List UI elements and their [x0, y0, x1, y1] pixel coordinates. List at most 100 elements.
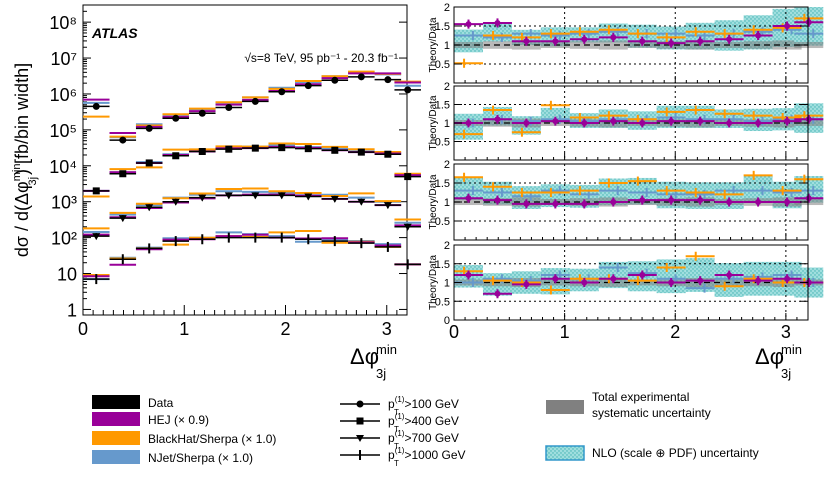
ratio-hej-marker: [494, 19, 501, 26]
data-point: [109, 168, 137, 178]
svg-text:p(1)>1000 GeV: p(1)>1000 GeV: [388, 446, 466, 462]
ratio-ytick-label: 2: [444, 240, 450, 252]
pt-sub-3: T: [394, 442, 399, 451]
main-xlabel: Δφ: [350, 344, 379, 369]
ratio-hej-marker: [697, 38, 704, 45]
pt-sup-2: (1): [395, 412, 405, 421]
marker-square: [384, 150, 392, 158]
pt-label-700: >700 GeV: [404, 431, 458, 445]
ratio-hej-marker: [465, 195, 472, 202]
data-point: [348, 238, 375, 249]
ratio-hej-marker: [610, 275, 617, 282]
ratio-hej-marker: [523, 281, 530, 288]
main-ytick-label: 10⁷: [50, 49, 77, 69]
legend-swatch-syst: [546, 400, 584, 414]
ratio-panel: 0.5 1 1.5 2 Theory/Data: [428, 81, 824, 161]
data-point: [242, 144, 269, 152]
ratio-hej-marker: [784, 275, 791, 282]
ratio-hej-marker: [552, 38, 559, 45]
syst-band: [627, 279, 657, 286]
legend-marker-square: [356, 417, 364, 425]
data-point: [321, 236, 349, 247]
data-point: [83, 187, 110, 198]
pt-prefix-3: p: [388, 431, 395, 445]
ratio-hej-marker: [494, 116, 501, 123]
legend-marker-triangle: [356, 435, 364, 442]
data-point: [162, 113, 190, 122]
pt-sub-4: T: [394, 459, 399, 468]
legend-swatch-blackhat: [92, 431, 140, 445]
data-point: [374, 241, 402, 252]
marker-square: [331, 146, 339, 154]
marker-triangle: [92, 233, 101, 241]
marker-square: [278, 144, 286, 152]
data-point: [83, 227, 110, 241]
marker-circle: [145, 124, 153, 132]
legend: Data HEJ (× 0.9) BlackHat/Sherpa (× 1.0)…: [92, 390, 759, 468]
ratio-ytick-label: 1: [444, 118, 450, 130]
svg-text:p(1)>400 GeV: p(1)>400 GeV: [388, 412, 459, 428]
ratio-panel: 0.5 1 1.5 2 Theory/Data: [428, 159, 824, 241]
ratio-hej-marker: [465, 120, 472, 126]
ratio-hej-marker: [639, 272, 646, 278]
data-point: [268, 190, 296, 200]
marker-triangle: [304, 193, 313, 201]
data-point: [321, 145, 349, 154]
data-point: [189, 192, 216, 202]
marker-circle: [225, 103, 233, 111]
marker-triangle: [198, 194, 207, 202]
ratio-ytick-label: 1: [444, 197, 450, 209]
ratio-ylabel: Theory/Data: [428, 255, 439, 310]
ylabel-tail: ) [fb/bin width]: [12, 63, 32, 175]
ratio-xlabel-sup: min: [781, 342, 802, 357]
ratio-x-ticks: 0 1 2 3: [449, 322, 791, 342]
ratio-ytick-label: 1: [444, 40, 450, 52]
legend-pt-labels: p(1)>100 GeV p(1)>400 GeV p(1)>700 GeV p…: [388, 395, 466, 468]
pt-sub-2: T: [394, 425, 399, 434]
ratio-hej-marker: [581, 120, 588, 126]
data-point: [374, 150, 402, 158]
ratio-ylabel: Theory/Data: [428, 17, 439, 72]
data-point: [295, 80, 322, 90]
ratio-ytick-label: 0.5: [435, 137, 450, 149]
ratio-xlabel: Δφ: [755, 344, 784, 369]
data-point: [295, 142, 322, 153]
ratio-hej-marker: [639, 197, 646, 204]
data-point: [268, 86, 296, 96]
ratio-hej-marker: [726, 272, 733, 278]
data-point: [268, 142, 296, 152]
ratio-hej-marker: [668, 118, 675, 125]
ratio-xtick-label: 0: [449, 322, 459, 342]
legend-label-syst-1: Total experimental: [592, 390, 689, 404]
marker-circle: [404, 86, 412, 94]
ratio-hej-marker: [610, 34, 617, 41]
marker-triangle: [357, 198, 366, 206]
data-point: [135, 123, 163, 132]
ratio-ylabel: Theory/Data: [428, 95, 439, 150]
main-ytick-label: 10: [57, 265, 77, 285]
ratio-hej-marker: [784, 23, 791, 29]
main-xtick-label: 0: [78, 319, 88, 339]
energy-lumi-label: √s=8 TeV, 95 pb⁻¹ - 20.3 fb⁻¹: [244, 51, 398, 65]
data-point: [374, 200, 402, 210]
ratio-hej-marker: [494, 290, 501, 297]
pt-sub-1: T: [394, 408, 399, 417]
main-xtick-label: 3: [382, 319, 392, 339]
ratio-hej-marker: [784, 118, 791, 125]
marker-square: [225, 145, 233, 153]
data-point: [394, 218, 421, 231]
ratio-hej-marker: [523, 120, 530, 126]
ratio-hej-marker: [581, 36, 588, 43]
marker-triangle: [118, 215, 127, 223]
ratio-hej-marker: [523, 200, 530, 207]
data-point: [215, 101, 243, 111]
main-xlabel-sup: min: [376, 342, 397, 357]
marker-square: [119, 170, 127, 178]
data-point: [394, 259, 421, 270]
ratio-hej-marker: [639, 120, 646, 126]
main-ytick-label: 10⁵: [50, 121, 77, 141]
marker-circle: [119, 136, 127, 144]
data-point: [295, 229, 322, 245]
pt-prefix-1: p: [388, 397, 395, 411]
data-point: [135, 243, 163, 254]
